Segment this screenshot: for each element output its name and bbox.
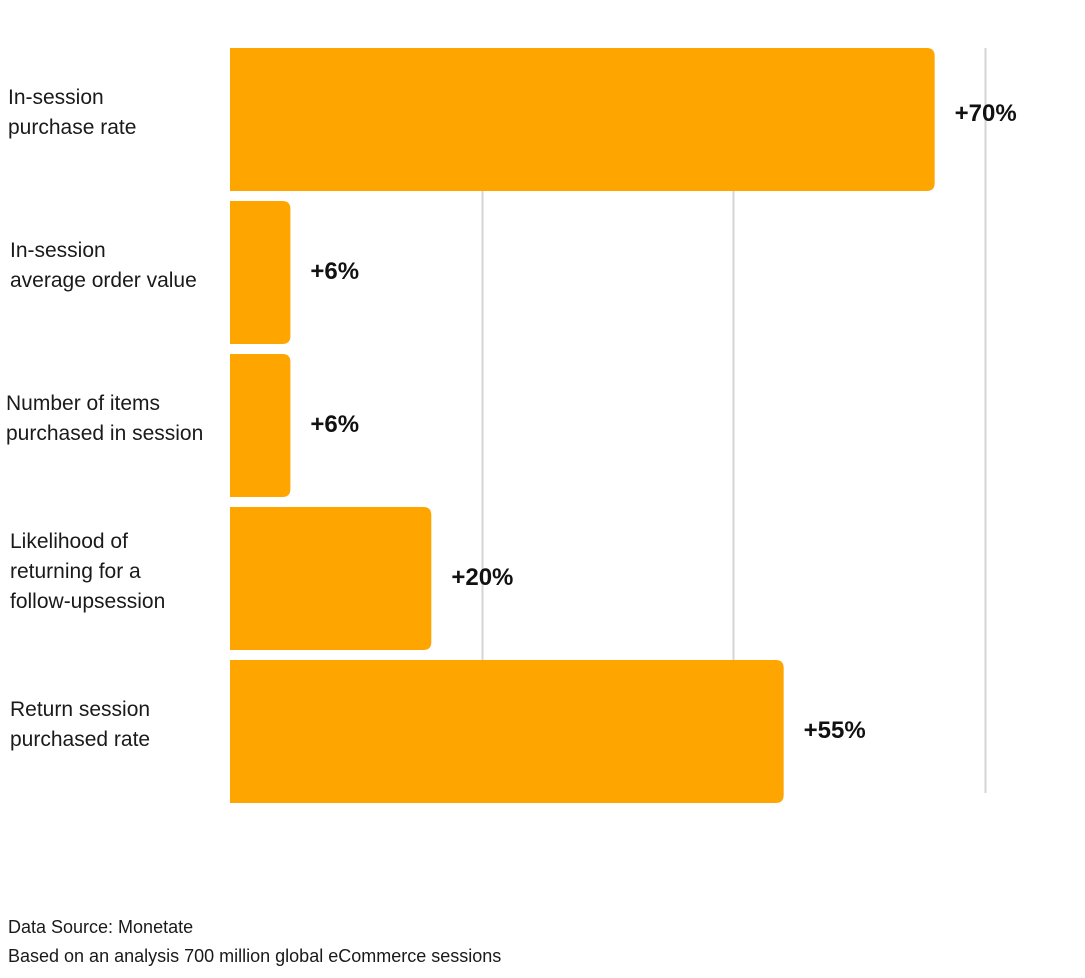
bar-chart: In-session purchase rate In-session average…	[6, 48, 1017, 803]
value-label-3: +20%	[451, 564, 513, 591]
data-source-text: Data Source: Monetate	[8, 917, 194, 937]
category-label-4-line-1: purchased rate	[10, 728, 150, 751]
bar-1	[230, 201, 291, 344]
category-label-2: Number of items purchased in session	[6, 392, 203, 445]
bar-3	[230, 507, 432, 650]
category-label-1: In-session average order value	[10, 239, 197, 292]
footnote-text: Based on an analysis 700 million global …	[8, 946, 502, 966]
category-label-2-line-0: Number of items	[6, 392, 160, 415]
category-label-1-line-1: average order value	[10, 269, 197, 292]
bar-2	[230, 354, 291, 497]
bar-0	[230, 48, 935, 191]
bars	[230, 48, 935, 803]
category-label-1-line-0: In-session	[10, 239, 106, 262]
category-label-3: Likelihood of returning for a follow-upses…	[10, 530, 165, 613]
category-label-2-line-1: purchased in session	[6, 422, 203, 445]
category-label-4: Return session purchased rate	[10, 698, 150, 751]
category-label-0: In-session purchase rate	[8, 86, 136, 139]
value-labels: +70% +6% +6% +20% +55%	[310, 100, 1016, 744]
bar-4	[230, 660, 784, 803]
category-label-3-line-1: returning for a	[10, 560, 141, 583]
value-label-1: +6%	[310, 258, 359, 285]
value-label-2: +6%	[310, 411, 359, 438]
category-label-4-line-0: Return session	[10, 698, 150, 721]
category-label-0-line-1: purchase rate	[8, 116, 136, 139]
category-label-0-line-0: In-session	[8, 86, 104, 109]
category-labels: In-session purchase rate In-session average…	[6, 86, 203, 751]
value-label-4: +55%	[804, 717, 866, 744]
value-label-0: +70%	[955, 100, 1017, 127]
category-label-3-line-2: follow-upsession	[10, 590, 165, 613]
category-label-3-line-0: Likelihood of	[10, 530, 128, 553]
